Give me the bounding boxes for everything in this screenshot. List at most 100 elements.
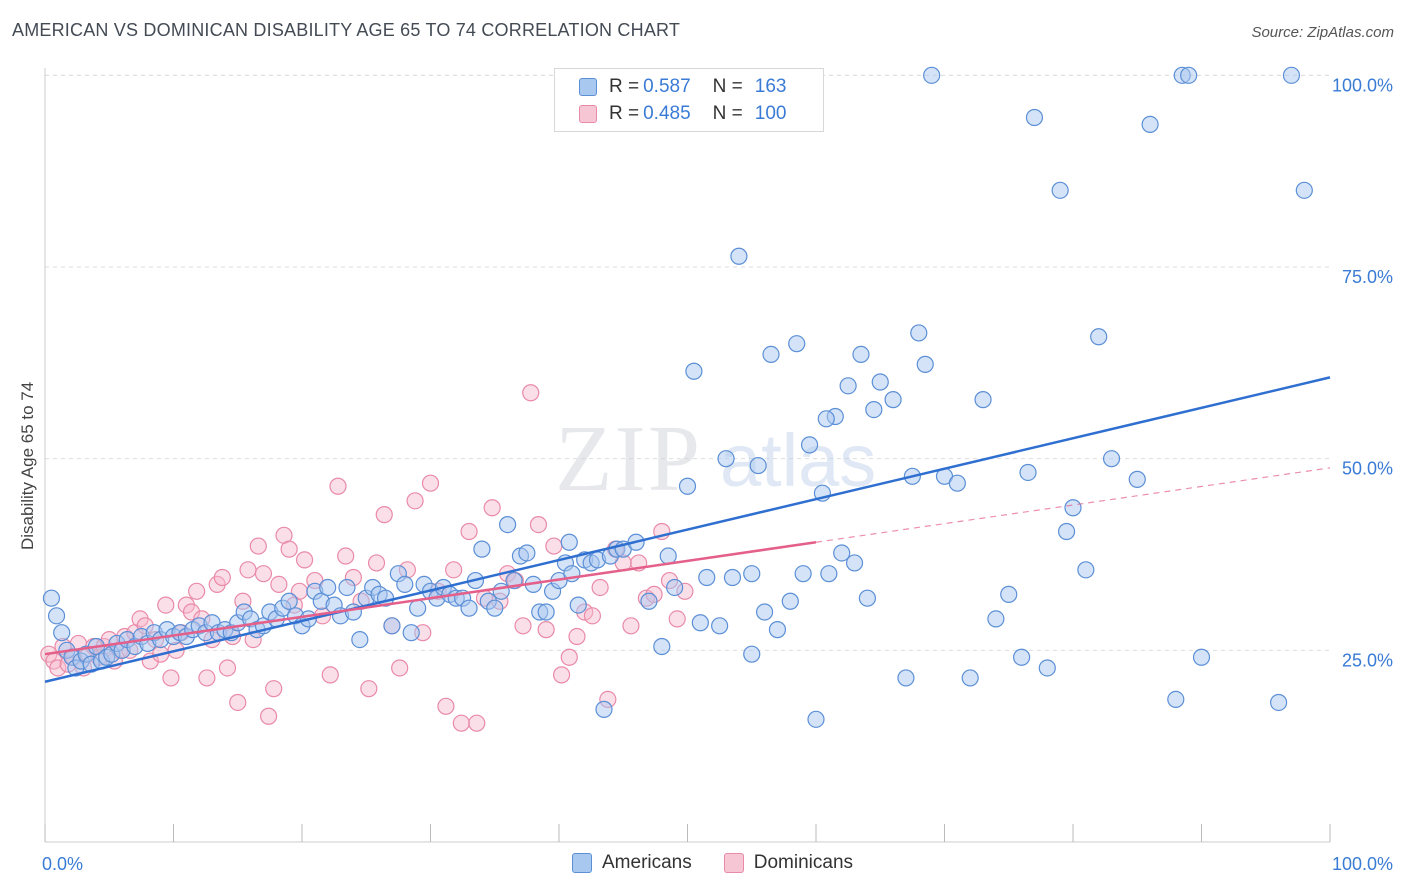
americans-point xyxy=(923,66,941,84)
dominicans-point xyxy=(568,627,586,646)
y-tick-label: 25.0% xyxy=(1342,650,1393,670)
americans-point xyxy=(678,477,697,495)
americans-point xyxy=(781,592,799,610)
americans-swatch xyxy=(579,78,597,96)
americans-point xyxy=(1012,648,1031,666)
americans-point xyxy=(743,645,761,663)
n-label: N = xyxy=(712,76,743,97)
source-label: Source: ZipAtlas.com xyxy=(1251,24,1394,41)
americans-point xyxy=(1000,585,1018,603)
americans-point xyxy=(537,603,555,621)
dominicans-point xyxy=(537,621,555,639)
dominicans-point xyxy=(321,666,339,684)
dominicans-point xyxy=(239,561,257,579)
americans-point xyxy=(640,592,658,610)
x-tick-label: 100.0% xyxy=(1332,854,1393,874)
r-label: R = xyxy=(609,103,640,124)
dominicans-point xyxy=(583,607,602,625)
dominicans-trendline xyxy=(44,540,817,656)
dominicans-point xyxy=(560,648,578,666)
legend-item-dominicans[interactable]: Dominicans xyxy=(723,852,854,874)
americans-point xyxy=(1167,690,1185,709)
dominicans-point xyxy=(295,551,314,569)
dominicans-point xyxy=(360,680,378,698)
americans-point xyxy=(1057,522,1076,541)
americans-point xyxy=(768,621,787,639)
americans-point xyxy=(1077,561,1095,579)
legend-item-americans[interactable]: Americans xyxy=(572,852,692,874)
americans-point xyxy=(280,592,298,610)
americans-point xyxy=(698,568,716,587)
americans-point xyxy=(1128,470,1146,488)
dominicans-point xyxy=(391,659,409,677)
dominicans-point xyxy=(367,554,386,572)
dominicans-point xyxy=(329,477,347,495)
americans-point xyxy=(974,391,992,409)
dominicans-point xyxy=(337,547,355,565)
americans-point xyxy=(595,700,613,718)
americans-point xyxy=(1064,499,1082,517)
americans-point xyxy=(1295,181,1313,199)
americans-point xyxy=(685,362,703,380)
americans-point xyxy=(499,515,517,534)
americans-point xyxy=(987,610,1005,628)
americans-point xyxy=(845,554,864,572)
americans-point xyxy=(916,355,934,373)
americans-point xyxy=(833,544,851,562)
y-tick-label: 75.0% xyxy=(1342,267,1393,287)
legend-row-americans: R = 0.587 N = 163 xyxy=(579,74,786,100)
watermark-atlas: atlas xyxy=(720,419,876,502)
series-legend: Americans Dominicans xyxy=(572,852,885,874)
dominicans-point xyxy=(460,522,478,541)
dominicans-point xyxy=(468,714,486,732)
americans-point xyxy=(762,345,780,363)
americans-point xyxy=(402,624,420,642)
americans-point xyxy=(1090,328,1108,346)
americans-point xyxy=(1282,66,1301,84)
americans-point xyxy=(961,669,979,687)
americans-point xyxy=(820,565,838,583)
dominicans-point xyxy=(188,582,206,600)
americans-point xyxy=(1025,108,1044,127)
americans-point xyxy=(755,603,774,621)
dominicans-point xyxy=(254,565,273,583)
americans-point xyxy=(858,589,877,607)
dominicans-trendline-extension xyxy=(815,467,1331,543)
americans-point xyxy=(409,599,427,617)
americans-point xyxy=(865,401,883,419)
dominicans-point xyxy=(514,617,532,635)
americans-point xyxy=(486,599,504,617)
americans-point xyxy=(492,582,510,600)
americans-point xyxy=(1141,115,1159,134)
americans-point xyxy=(794,565,812,583)
dominicans-point xyxy=(483,499,501,517)
dominicans-point xyxy=(265,680,283,698)
americans-point xyxy=(396,575,414,594)
americans-point xyxy=(653,637,671,656)
legend-label-dominicans: Dominicans xyxy=(753,852,854,873)
americans-point xyxy=(42,589,61,607)
dominicans-point xyxy=(162,669,180,687)
americans-point xyxy=(948,474,966,492)
dominicans-point xyxy=(49,659,67,677)
americans-point xyxy=(53,624,71,642)
americans-point xyxy=(807,710,825,728)
americans-point xyxy=(473,540,491,558)
americans-point xyxy=(460,599,478,617)
americans-point xyxy=(788,335,806,353)
legend-row-dominicans: R = 0.485 N = 100 xyxy=(579,101,786,127)
x-tick-label: 0.0% xyxy=(42,854,83,874)
americans-point xyxy=(852,345,870,363)
americans-swatch xyxy=(572,853,592,873)
dominicans-point xyxy=(213,568,231,587)
americans-point xyxy=(1102,450,1121,468)
americans-point xyxy=(1038,659,1056,677)
americans-point xyxy=(351,630,369,649)
n-label: N = xyxy=(712,103,743,124)
americans-point xyxy=(910,324,928,342)
dominicans-point xyxy=(622,617,640,635)
americans-n-value: 163 xyxy=(754,76,787,97)
dominicans-point xyxy=(280,540,298,558)
dominicans-point xyxy=(182,603,201,621)
americans-point xyxy=(717,450,735,468)
